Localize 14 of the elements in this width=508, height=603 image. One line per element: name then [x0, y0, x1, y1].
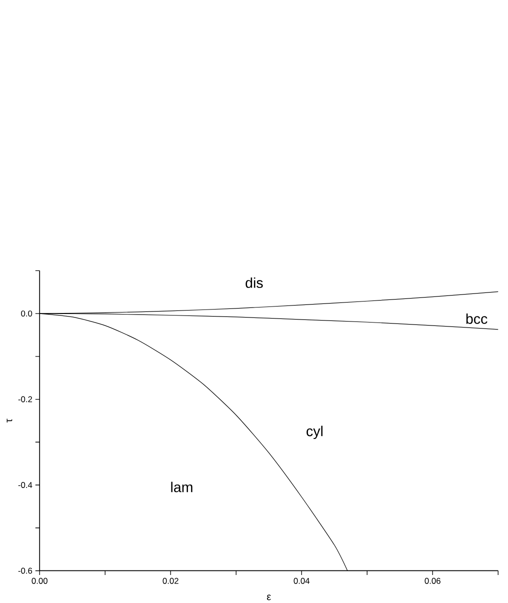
y-tick-label: -0.4	[18, 482, 32, 488]
y-tick-label: -0.2	[18, 396, 32, 402]
x-tick-label: 0.06	[424, 578, 440, 584]
annotation: bcc	[466, 313, 488, 324]
y-tick-label: -0.6	[18, 568, 32, 574]
x-tick-label: 0.04	[294, 578, 310, 584]
y-axis-title: τ	[6, 418, 12, 423]
annotation: cyl	[306, 426, 322, 440]
annotation: dis	[246, 277, 263, 288]
x-tick-label: 0.00	[32, 578, 48, 584]
x-tick-label: 0.02	[162, 578, 178, 584]
annotation: lam	[171, 482, 192, 492]
y-tick-label: 0.0	[20, 310, 32, 317]
x-axis-title: ε	[266, 594, 271, 600]
